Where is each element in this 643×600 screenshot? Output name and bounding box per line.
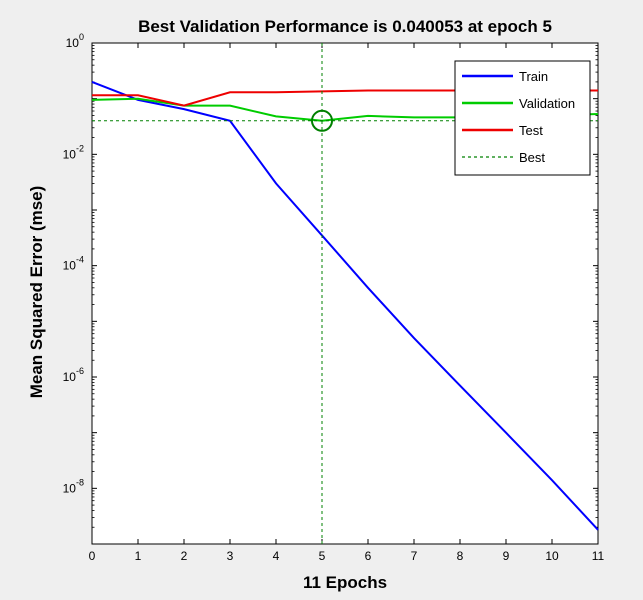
x-tick-label: 4 [273, 549, 280, 563]
y-tick-label: 10-4 [63, 255, 84, 273]
x-tick-label: 0 [89, 549, 96, 563]
chart-title: Best Validation Performance is 0.040053 … [138, 17, 552, 36]
y-tick-label: 10-6 [63, 366, 84, 384]
legend: Train Validation Test Best [454, 60, 591, 176]
x-tick-label: 9 [503, 549, 510, 563]
x-tick-label: 2 [181, 549, 188, 563]
legend-label-test: Test [519, 123, 543, 138]
best-point-marker [311, 109, 333, 132]
x-tick-label: 6 [365, 549, 372, 563]
legend-label-validation: Validation [519, 96, 575, 111]
legend-label-train: Train [519, 69, 548, 84]
y-tick-label: 100 [66, 32, 84, 50]
x-tick-label: 5 [319, 549, 326, 563]
y-tick-label: 10-2 [63, 143, 84, 161]
series-line-train [91, 80, 599, 531]
y-axis-label: Mean Squared Error (mse) [27, 186, 46, 399]
x-tick-label: 7 [411, 549, 418, 563]
legend-box [454, 60, 591, 176]
y-tick-label: 10-8 [63, 477, 84, 495]
x-tick-label: 1 [135, 549, 142, 563]
x-axis-ticks: 0 1 2 3 4 5 6 7 8 9 10 11 [89, 43, 605, 563]
x-tick-label: 10 [545, 549, 559, 563]
x-tick-label: 3 [227, 549, 234, 563]
x-axis-label: 11 Epochs [303, 573, 387, 592]
x-tick-label: 11 [592, 549, 605, 563]
x-tick-label: 8 [457, 549, 464, 563]
y-axis-ticks: 10-8 10-6 10-4 10-2 100 [63, 32, 598, 545]
legend-label-best: Best [519, 150, 545, 165]
